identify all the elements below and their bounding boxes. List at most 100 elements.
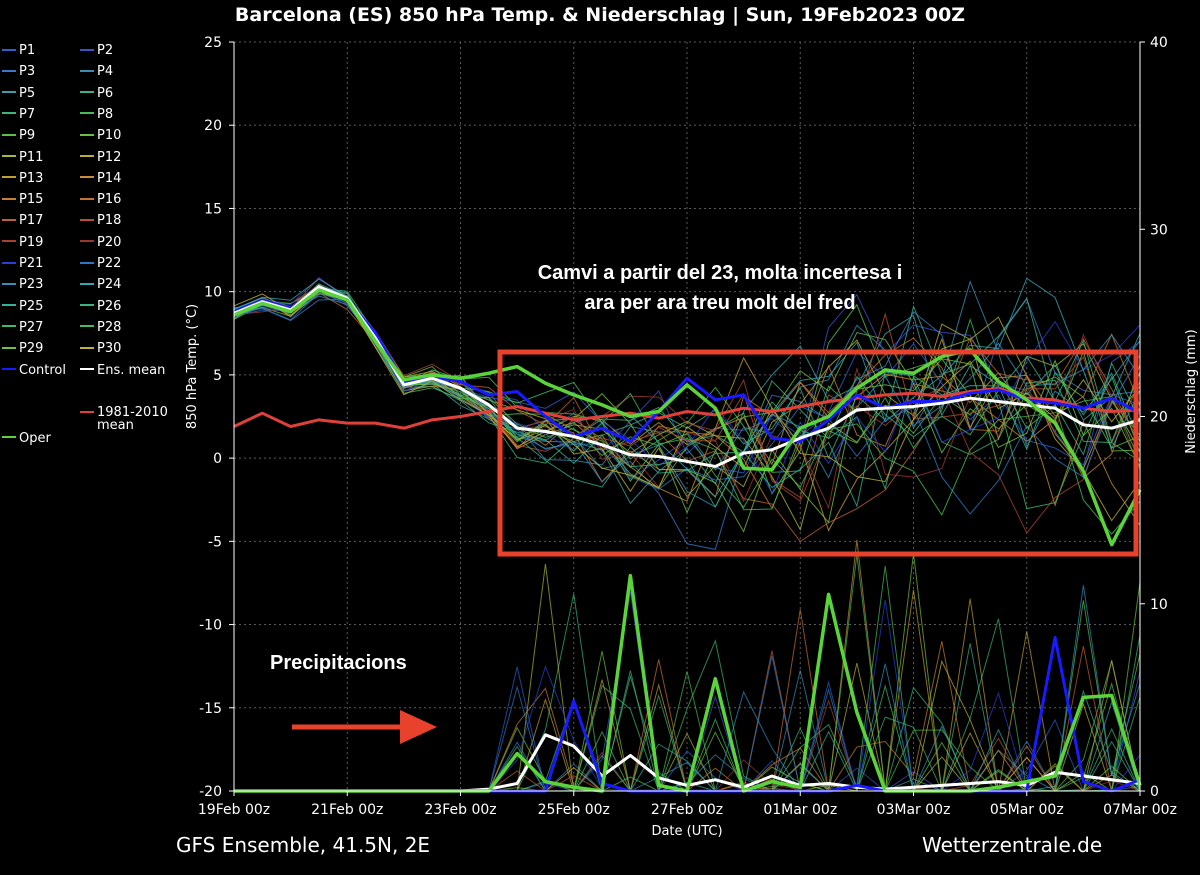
y2-tick-label: 30 [1150, 222, 1168, 238]
y-tick-label: -20 [199, 784, 222, 800]
member-line [233, 284, 1141, 489]
legend-label: P27 [19, 319, 44, 335]
legend-label: P3 [19, 64, 36, 80]
legend-item: P8 [80, 108, 113, 126]
legend-swatch [2, 112, 16, 115]
legend-label: P12 [97, 149, 122, 165]
legend-swatch [80, 218, 94, 221]
annotations [292, 349, 1139, 744]
legend-label: P2 [97, 43, 114, 58]
legend-label: P1 [19, 43, 36, 58]
legend-swatch [80, 91, 94, 94]
legend-label: P24 [97, 277, 122, 293]
y2-tick-label: 10 [1150, 597, 1168, 613]
legend-swatch [2, 261, 16, 264]
legend-label: 1981-2010 mean [97, 405, 168, 434]
legend-swatch [80, 155, 94, 157]
legend-swatch [2, 176, 16, 179]
annotation-main: Camvi a partir del 23, molta incertesa i… [460, 258, 980, 318]
footer-site: Wetterzentrale.de [922, 833, 1103, 857]
legend-item: P18 [80, 214, 121, 232]
chart-title: Barcelona (ES) 850 hPa Temp. & Niedersch… [234, 4, 966, 26]
x-tick-label: 01Mar 00z [763, 802, 837, 818]
annotation-main-line2: ara per ara treu molt del fred [584, 292, 856, 314]
legend-swatch [2, 91, 16, 94]
x-tick-label: 27Feb 00z [651, 802, 723, 818]
legend-label: P28 [97, 319, 122, 335]
series-line-1981-2010-mean [233, 386, 1141, 430]
y-tick-label: -5 [208, 534, 222, 550]
legend-item: P13 [2, 172, 43, 190]
legend-label: Control [19, 362, 66, 378]
legend-item: P22 [80, 257, 121, 275]
legend-label: P29 [19, 341, 44, 357]
legend-item: Oper [2, 432, 51, 450]
legend-item: P19 [2, 236, 43, 254]
grid [233, 41, 1141, 792]
annotation-arrow-head [400, 710, 437, 744]
legend-swatch [2, 240, 16, 243]
y-tick-label: 5 [213, 368, 222, 384]
legend-swatch [2, 218, 16, 221]
legend-label: Oper [19, 430, 51, 446]
annotation-main-line1: Camvi a partir del 23, molta incertesa i [537, 262, 903, 284]
legend-label: P14 [97, 170, 122, 186]
legend-item: 1981-2010 mean [80, 406, 168, 432]
y-tick-label: 10 [204, 285, 222, 301]
legend-label: P19 [19, 234, 44, 250]
legend-swatch [80, 261, 94, 264]
legend-swatch [2, 133, 16, 136]
annotation-box [497, 349, 1139, 557]
legend-item: P5 [2, 87, 35, 105]
legend-swatch [80, 48, 94, 51]
y-axis-label: 850 hPa Temp. (°C) [185, 304, 200, 429]
legend-item: P4 [80, 65, 113, 83]
y2-tick-label: 20 [1150, 410, 1168, 426]
legend-swatch [2, 304, 16, 307]
x-tick-label: 05Mar 00z [990, 802, 1064, 818]
legend-item: P10 [80, 129, 121, 147]
legend-item: P3 [2, 65, 35, 83]
legend-label: P5 [19, 85, 36, 101]
x-tick-label: 25Feb 00z [538, 802, 610, 818]
legend-swatch [80, 325, 94, 328]
y-tick-label: 25 [204, 35, 222, 51]
y-tick-label: 0 [213, 451, 222, 467]
axes: 25 20 15 10 5 0 -5 -10 -15 -20 40 30 20 10 0 19Feb 00z 2… [185, 35, 1199, 839]
legend-item: P9 [2, 129, 35, 147]
legend-item: P12 [80, 151, 121, 169]
x-tick-label: 03Mar 00z [877, 802, 951, 818]
legend-label: P17 [19, 213, 44, 229]
legend-item: P17 [2, 214, 43, 232]
legend-swatch [2, 368, 16, 370]
legend-swatch [80, 112, 94, 115]
legend-item: P16 [80, 193, 121, 211]
legend-swatch [80, 240, 94, 243]
y2-tick-label: 40 [1150, 35, 1168, 51]
legend-label: P6 [97, 85, 114, 101]
legend-label: P18 [97, 213, 122, 229]
legend-item: P24 [80, 278, 121, 296]
legend-label: P11 [19, 149, 44, 165]
legend-item: P14 [80, 172, 121, 190]
footer-source: GFS Ensemble, 41.5N, 2E [176, 833, 431, 857]
legend-label: P21 [19, 256, 44, 271]
legend-item: P2 [80, 44, 113, 62]
legend-item: P28 [80, 321, 121, 339]
y-tick-label: 20 [204, 118, 222, 134]
legend-swatch [80, 197, 94, 200]
y2-tick-label: 0 [1150, 784, 1159, 800]
legend-item: Control [2, 364, 66, 382]
legend-label: P4 [97, 64, 114, 80]
legend-item: P7 [2, 108, 35, 126]
y-tick-label: -15 [199, 701, 222, 717]
legend-item: P11 [2, 151, 43, 169]
x-axis-label: Date (UTC) [651, 824, 722, 839]
legend-label: Ens. mean [97, 362, 166, 378]
legend-label: P30 [97, 341, 122, 357]
legend-swatch [2, 346, 16, 349]
legend-swatch [80, 282, 94, 285]
legend-swatch [2, 155, 16, 157]
legend-swatch [80, 346, 94, 349]
legend-item: P23 [2, 278, 43, 296]
